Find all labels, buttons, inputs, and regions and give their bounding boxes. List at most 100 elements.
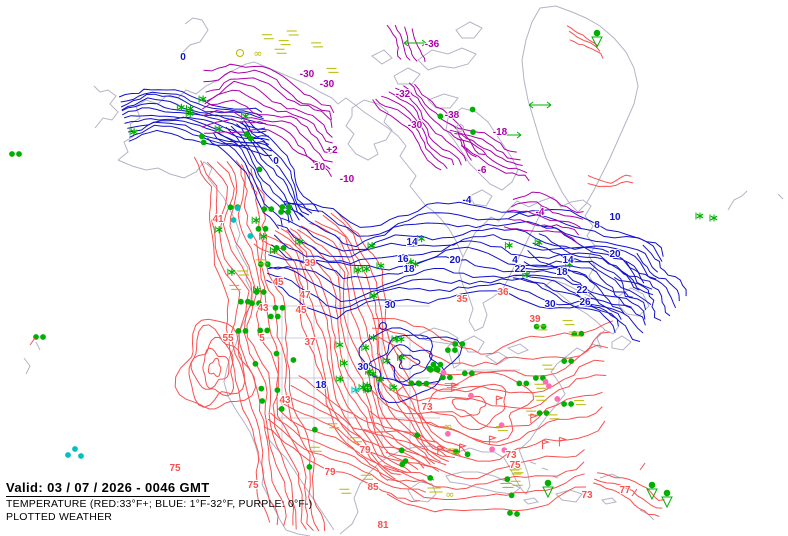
station-inf-symbol: ∞ xyxy=(443,420,452,433)
arctic-contour-line xyxy=(503,226,578,244)
station-dotpair-symbol xyxy=(571,330,585,337)
coastline xyxy=(455,21,483,39)
arctic-contour-line xyxy=(202,99,334,154)
station-dash2-symbol xyxy=(286,30,299,36)
cold-contour-line xyxy=(243,119,313,214)
station-dot-symbol xyxy=(198,133,205,140)
coastline xyxy=(461,335,485,353)
station-flag-symbol xyxy=(459,443,468,453)
cold-contour-line xyxy=(636,252,680,302)
contour-value-label: 36 xyxy=(497,287,509,298)
station-dot-symbol xyxy=(278,405,285,412)
coastline xyxy=(117,159,287,531)
cold-contour-line xyxy=(277,224,653,290)
cold-contour-line xyxy=(613,276,662,322)
contour-value-label: 77 xyxy=(619,485,631,496)
station-starpair-symbol xyxy=(368,370,377,378)
arctic-contour-line xyxy=(447,122,517,153)
contour-value-label: 16 xyxy=(397,254,409,265)
station-dot-symbol xyxy=(399,461,406,468)
station-starpair-symbol xyxy=(335,375,344,383)
station-dotpair-symbol xyxy=(235,327,249,334)
contour-value-label: 5 xyxy=(259,333,265,344)
cold-contour-line xyxy=(120,91,263,118)
station-dotpair-symbol xyxy=(461,370,475,377)
contour-value-label: 39 xyxy=(529,314,541,325)
station-dotpair-symbol xyxy=(278,208,292,215)
station-dash2-symbol xyxy=(360,474,373,480)
warm-contour-line xyxy=(278,400,440,472)
contour-value-label: 45 xyxy=(272,277,284,288)
arctic-contour-line xyxy=(375,98,448,170)
coastline xyxy=(521,5,639,213)
arctic-contour-line xyxy=(460,145,530,182)
station-flag-symbol xyxy=(558,436,567,447)
contour-value-label: 18 xyxy=(556,267,568,278)
contour-value-label: 45 xyxy=(295,305,307,316)
station-dotpair-symbol xyxy=(249,300,262,307)
station-dash2-symbol xyxy=(562,320,575,326)
warm-contour-line xyxy=(289,228,425,469)
station-dash2-symbol xyxy=(309,446,322,452)
coastline xyxy=(393,67,421,85)
contour-value-label: -32 xyxy=(396,89,411,100)
contour-value-label: 81 xyxy=(377,520,389,531)
station-flag-symbol xyxy=(488,435,497,445)
arctic-contour-line xyxy=(204,128,332,177)
station-dottri-symbol xyxy=(646,481,658,501)
station-dot-symbol xyxy=(234,205,241,212)
arctic-contour-line xyxy=(202,109,333,163)
station-starpair-symbol xyxy=(369,334,377,342)
cold-contour-line xyxy=(527,249,632,308)
station-dash2-symbol xyxy=(447,448,460,454)
station-dot-symbol xyxy=(489,446,496,453)
arctic-contour-line xyxy=(394,24,411,61)
station-dot-symbol xyxy=(273,350,280,357)
station-starpair-symbol xyxy=(339,359,348,367)
warm-contour-line xyxy=(363,420,606,462)
station-starpair-symbol xyxy=(295,238,304,246)
station-dotpair-symbol xyxy=(439,374,453,381)
station-flag-symbol xyxy=(437,445,446,455)
station-starpair-symbol xyxy=(214,226,223,234)
station-dash2-symbol xyxy=(574,400,586,406)
plotted-weather-label: PLOTTED WEATHER xyxy=(6,511,113,523)
warm-contour-line xyxy=(374,374,607,409)
station-dotpair-symbol xyxy=(426,365,440,372)
station-dot-symbol xyxy=(398,447,405,454)
station-dot-symbol xyxy=(16,151,22,157)
station-starpair-symbol xyxy=(534,239,543,246)
station-starpair-symbol xyxy=(376,375,385,383)
coastline xyxy=(117,61,389,161)
arctic-contour-line xyxy=(206,80,333,138)
contour-value-label: +2 xyxy=(326,145,338,156)
warm-contour-line xyxy=(330,212,461,457)
station-dot-symbol xyxy=(256,166,263,173)
station-starpair-symbol xyxy=(382,357,391,365)
contour-value-label: 41 xyxy=(212,214,224,225)
station-circleo-symbol xyxy=(236,49,244,57)
cold-contour-ring xyxy=(385,344,433,383)
contour-value-label: -30 xyxy=(408,120,423,131)
contour-value-label: 20 xyxy=(609,249,621,260)
arctic-contour-line xyxy=(456,138,527,174)
station-dot-symbol xyxy=(508,492,515,499)
station-dotpair-symbol xyxy=(452,341,466,347)
warm-contour-line xyxy=(569,39,604,59)
arctic-contour-line xyxy=(449,129,521,161)
arctic-contour-line xyxy=(203,63,335,114)
warm-contour-ring xyxy=(174,318,257,410)
warm-contour-line xyxy=(298,375,455,452)
station-dotpair-symbol xyxy=(255,225,269,232)
warm-contour-line xyxy=(266,235,401,475)
warm-contour-line xyxy=(322,214,455,459)
station-dottri-symbol xyxy=(661,489,673,509)
arctic-contour-line xyxy=(512,191,584,214)
coastline xyxy=(458,200,542,332)
map-footer: Valid: 03 / 07 / 2026 - 0046 GMT TEMPERA… xyxy=(6,479,312,523)
station-dash2-symbol xyxy=(237,270,250,276)
contour-value-label: 20 xyxy=(449,255,461,266)
station-dotpair-symbol xyxy=(430,361,444,368)
station-dot-symbol xyxy=(247,233,254,239)
